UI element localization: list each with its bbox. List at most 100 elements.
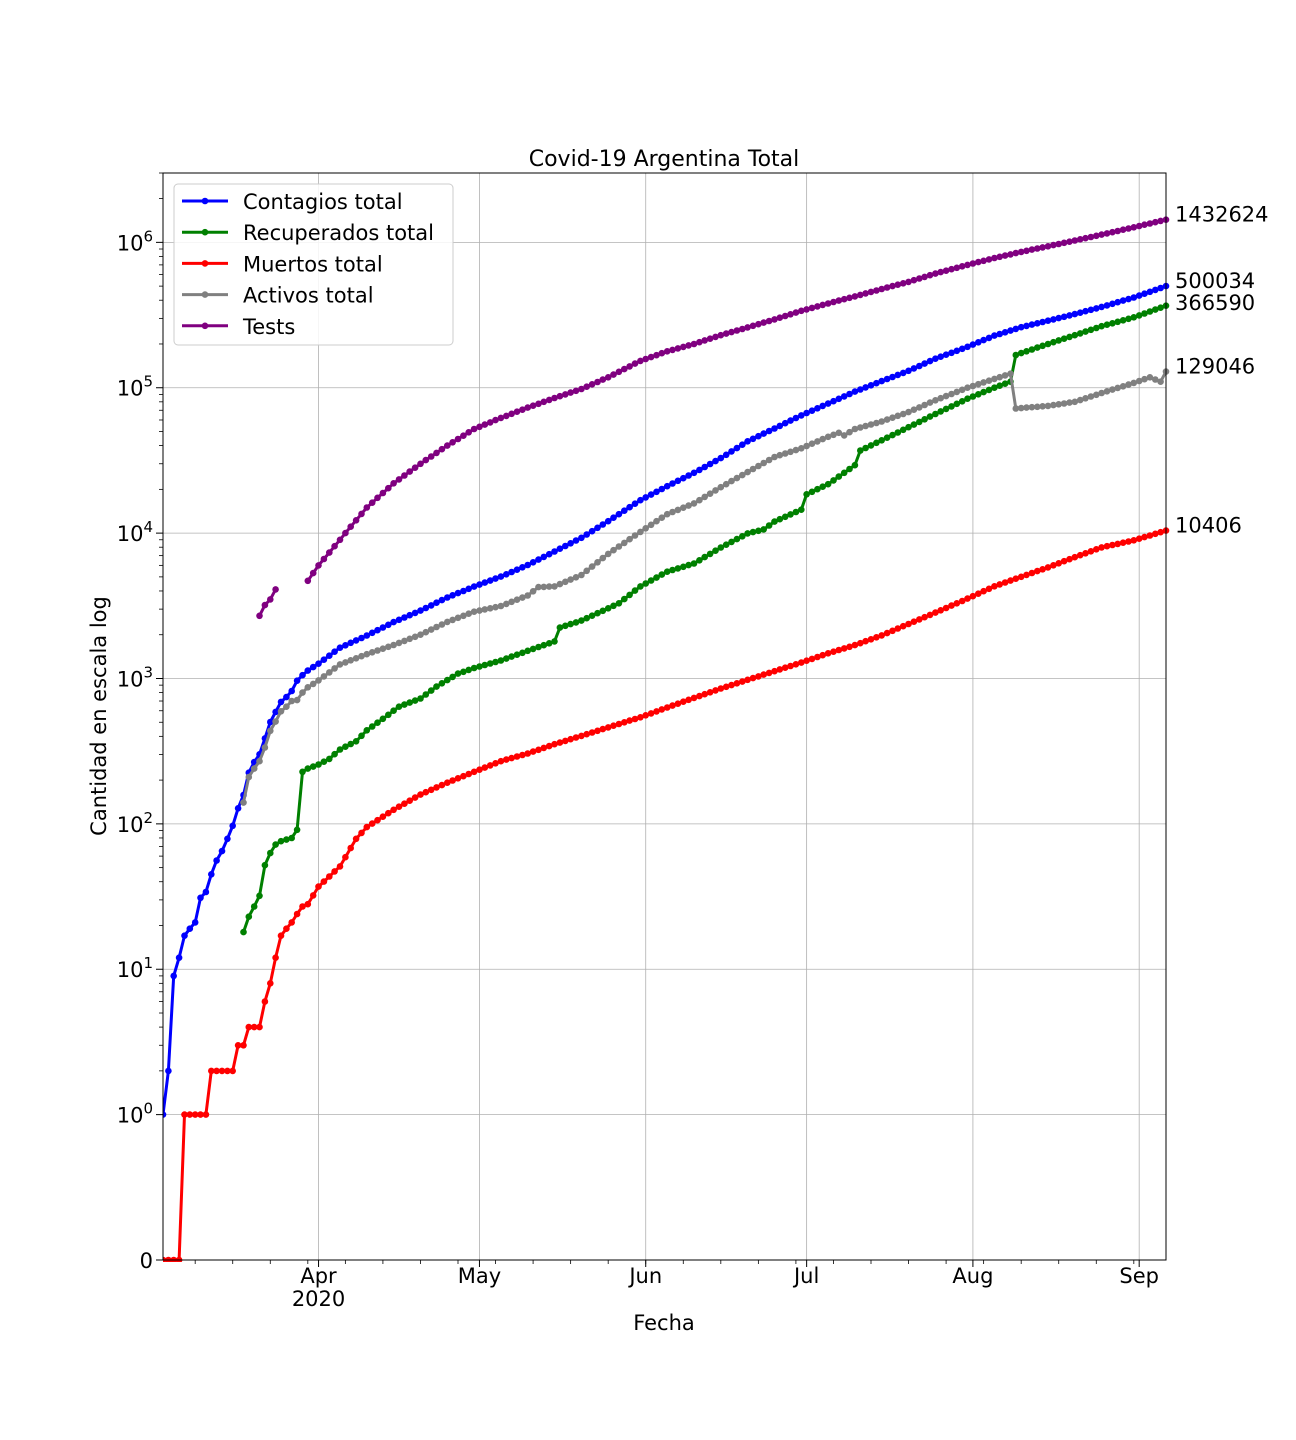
data-point [755, 320, 762, 328]
data-point [808, 655, 816, 663]
data-point [594, 524, 601, 532]
data-point [942, 392, 950, 400]
data-point [411, 609, 419, 617]
data-point [304, 765, 312, 772]
data-point [1103, 230, 1111, 237]
data-point [1076, 309, 1084, 317]
data-point [1152, 218, 1159, 226]
data-point [1017, 349, 1025, 357]
data-point [438, 621, 446, 628]
data-point [626, 363, 633, 370]
data-point [873, 439, 880, 447]
data-point [1044, 243, 1052, 250]
data-point [776, 314, 784, 322]
data-point [433, 599, 440, 606]
data-point [551, 583, 558, 590]
data-point [444, 442, 451, 449]
data-point [535, 746, 542, 754]
legend-swatch-marker [201, 228, 209, 236]
data-point [878, 437, 885, 444]
data-point [942, 351, 950, 359]
data-point [406, 611, 414, 619]
data-point [798, 659, 805, 666]
data-point [835, 473, 843, 480]
data-point [299, 903, 306, 910]
data-point [599, 725, 607, 733]
data-point [685, 472, 692, 479]
data-point [326, 755, 333, 763]
data-point [1152, 376, 1159, 383]
data-point [427, 602, 435, 609]
data-point [395, 803, 403, 810]
data-point [771, 518, 778, 525]
data-point [712, 547, 719, 554]
y-tick-label: 102 [117, 809, 153, 837]
data-point [803, 409, 810, 417]
data-point [835, 395, 843, 403]
data-point [899, 426, 907, 434]
data-point [299, 671, 306, 679]
data-point [347, 740, 355, 748]
data-point [905, 408, 912, 416]
data-point [824, 433, 832, 441]
data-point [513, 566, 521, 573]
data-point [277, 837, 285, 845]
data-point [438, 596, 446, 604]
data-point [562, 578, 569, 586]
end-label: 129046 [1175, 355, 1255, 379]
data-point [615, 720, 623, 728]
data-point [798, 412, 805, 419]
data-point [921, 401, 928, 409]
data-point [840, 469, 848, 477]
data-point [819, 651, 826, 659]
y-tick-exponent: 2 [143, 809, 153, 827]
data-point [497, 657, 505, 664]
x-tick-label: Aug [952, 1264, 993, 1288]
data-point [540, 744, 548, 752]
data-point [722, 330, 730, 337]
data-point [637, 357, 644, 365]
data-point [470, 583, 478, 590]
data-point [535, 643, 542, 651]
data-point [358, 732, 365, 740]
y-tick-exponent: 5 [143, 373, 153, 391]
data-point [411, 794, 419, 801]
data-point [701, 553, 708, 561]
data-point [631, 360, 639, 367]
data-point [331, 542, 338, 550]
data-point [411, 697, 419, 704]
data-point [1141, 375, 1148, 383]
data-point [1098, 389, 1105, 397]
data-point [883, 375, 891, 383]
data-point [647, 577, 655, 584]
data-point [1146, 532, 1154, 539]
data-point [916, 616, 923, 623]
data-point [267, 980, 274, 987]
data-point [958, 345, 966, 353]
data-point [991, 332, 998, 339]
data-point [1119, 297, 1127, 304]
data-point [315, 677, 322, 684]
data-point [637, 496, 644, 504]
data-point [932, 397, 939, 404]
data-point [524, 750, 531, 757]
data-point [776, 422, 784, 430]
data-point [379, 645, 387, 652]
data-point [792, 309, 800, 316]
data-point [449, 592, 456, 599]
data-point [385, 484, 392, 492]
data-point [1071, 331, 1079, 339]
data-point [851, 641, 859, 649]
data-point [444, 594, 451, 601]
data-point [342, 529, 349, 537]
data-point [1001, 329, 1009, 336]
data-point [1093, 391, 1100, 399]
data-point [712, 457, 719, 465]
data-point [857, 447, 864, 454]
data-point [701, 337, 708, 344]
data-point [272, 841, 279, 848]
data-point [1007, 251, 1014, 258]
data-point [1055, 560, 1062, 567]
data-point [1028, 403, 1036, 411]
data-point [1039, 566, 1046, 573]
